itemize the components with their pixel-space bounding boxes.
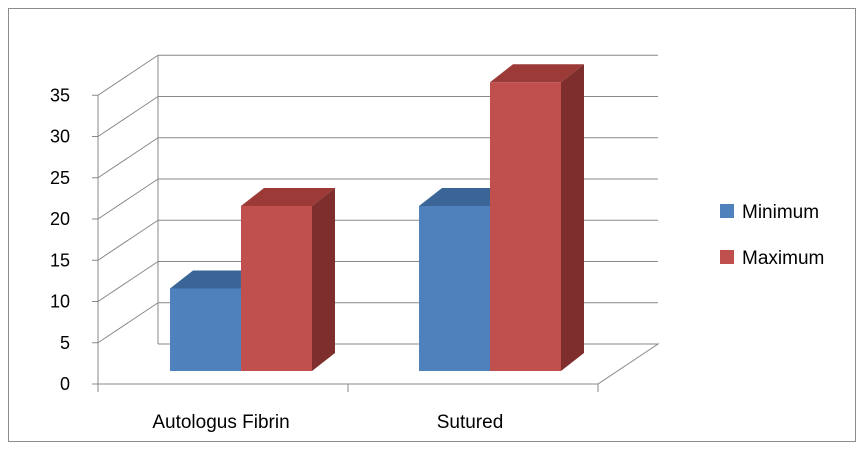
bar-top (419, 188, 513, 206)
gridline-depth (97, 261, 159, 302)
legend-label: Maximum (742, 248, 824, 269)
bar-maximum-1 (490, 64, 584, 371)
x-category-label: Autologus Fibrin (152, 412, 289, 433)
legend-swatch-minimum (720, 204, 734, 218)
y-tick-label: 0 (60, 374, 70, 394)
bar-maximum-0 (241, 188, 335, 371)
x-category-label: Sutured (437, 412, 504, 433)
bar-top (241, 188, 335, 206)
bar-top (170, 270, 264, 289)
gridline-depth (97, 219, 159, 261)
bar-top (490, 64, 584, 83)
legend: Minimum Maximum (720, 202, 824, 269)
gridline-depth (97, 137, 159, 179)
y-tick-label: 30 (50, 127, 70, 147)
legend-swatch-maximum (720, 250, 734, 264)
bar-front (241, 206, 312, 371)
bar-front (170, 288, 241, 371)
y-tick-label: 5 (60, 333, 70, 353)
gridline-depth (97, 96, 159, 137)
x-axis: Autologus Fibrin Sutured (97, 384, 599, 433)
bar-front (419, 206, 490, 371)
legend-label: Minimum (742, 202, 819, 223)
y-tick-label: 15 (50, 250, 70, 270)
y-tick-label: 35 (50, 85, 70, 105)
gridline-depth (97, 302, 159, 344)
y-tick-label: 10 (50, 292, 70, 312)
gridline-depth (97, 54, 159, 96)
bar-minimum-1 (419, 188, 513, 371)
bars (170, 64, 584, 371)
y-axis: 0 5 10 15 20 25 30 35 (50, 85, 98, 394)
y-tick-label: 25 (50, 168, 70, 188)
bar-front (490, 82, 561, 371)
bar-side (312, 188, 335, 371)
bar-side (561, 64, 584, 371)
gridline-depth (97, 178, 159, 220)
y-tick-label: 20 (50, 209, 70, 229)
